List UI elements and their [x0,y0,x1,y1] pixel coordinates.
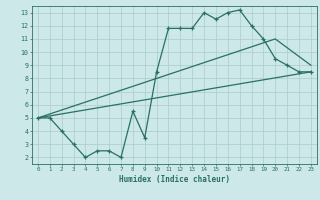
X-axis label: Humidex (Indice chaleur): Humidex (Indice chaleur) [119,175,230,184]
